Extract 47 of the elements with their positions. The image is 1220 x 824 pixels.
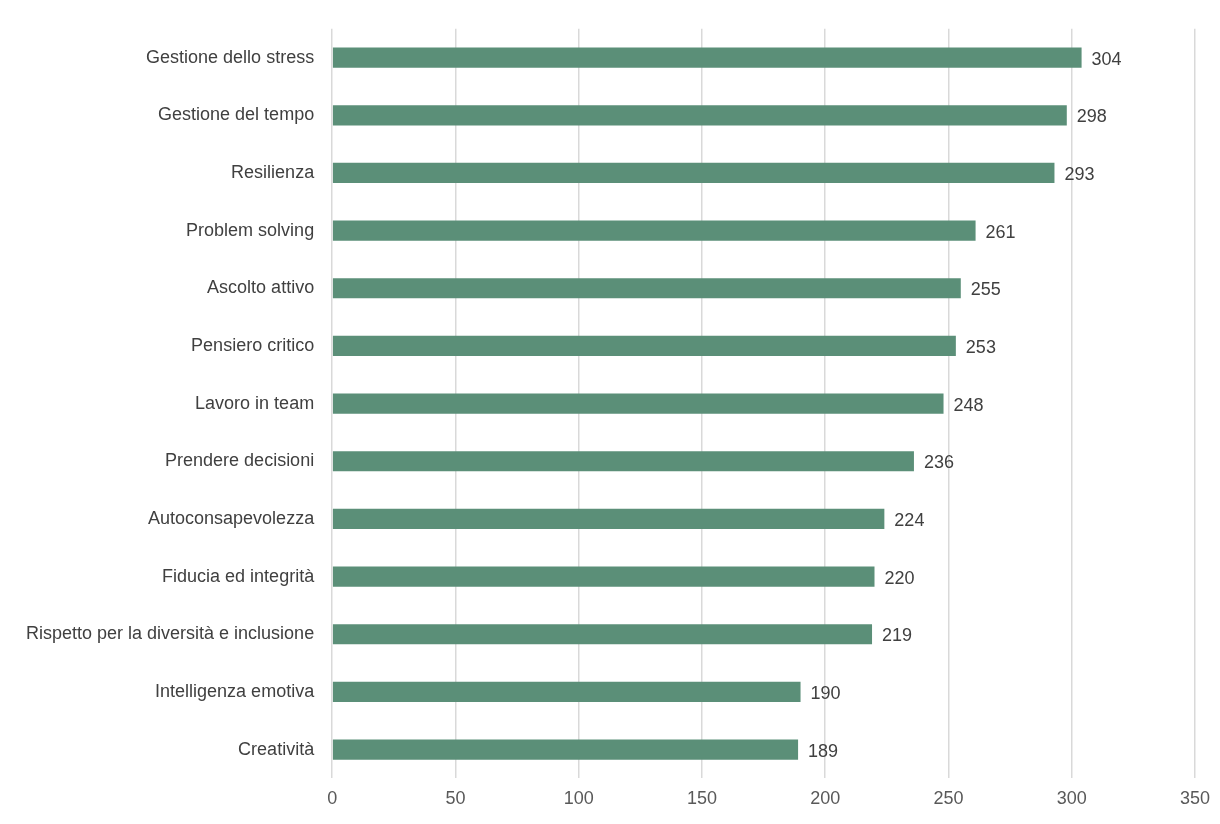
- bar: [332, 162, 1055, 184]
- bar: [332, 681, 801, 702]
- data-label: 220: [884, 567, 915, 588]
- data-label: 255: [970, 279, 1001, 300]
- bar: [332, 566, 875, 587]
- data-label: 261: [985, 221, 1016, 242]
- y-tick-label: Prendere decisioni: [165, 450, 315, 471]
- y-tick-label: Intelligenza emotiva: [155, 680, 316, 701]
- bar: [332, 739, 799, 760]
- bar: [332, 278, 961, 299]
- y-tick-label: Resilienza: [231, 161, 316, 182]
- y-tick-label: Problem solving: [186, 219, 315, 240]
- bar: [332, 220, 976, 241]
- data-label: 224: [894, 509, 925, 530]
- y-tick-label: Creatività: [238, 738, 316, 759]
- bar: [332, 393, 944, 414]
- x-tick-label: 50: [445, 788, 466, 809]
- x-tick-label: 150: [686, 788, 717, 809]
- x-tick-label: 200: [810, 788, 841, 809]
- data-label: 189: [808, 740, 839, 761]
- y-tick-label: Rispetto per la diversità e inclusione: [25, 623, 315, 644]
- y-tick-label: Lavoro in team: [195, 392, 315, 413]
- bar: [332, 335, 956, 357]
- y-tick-label: Gestione dello stress: [146, 46, 315, 67]
- y-tick-label: Fiducia ed integrità: [162, 565, 316, 586]
- data-label: 253: [965, 336, 996, 357]
- x-tick-label: 350: [1179, 788, 1211, 809]
- y-tick-label: Gestione del tempo: [158, 104, 315, 125]
- x-tick-label: 100: [563, 788, 594, 809]
- data-label: 190: [810, 682, 841, 703]
- x-tick-label: 0: [327, 788, 338, 809]
- x-tick-label: 300: [1056, 788, 1087, 809]
- data-label: 293: [1064, 163, 1095, 184]
- data-label: 219: [882, 625, 913, 646]
- bar: [332, 624, 873, 645]
- y-tick-label: Ascolto attivo: [207, 277, 315, 298]
- y-tick-label: Autoconsapevolezza: [148, 507, 316, 528]
- x-tick-label: 250: [933, 788, 964, 809]
- data-label: 304: [1091, 48, 1122, 69]
- bar: [332, 508, 885, 530]
- data-label: 248: [953, 394, 984, 415]
- bar: [332, 105, 1067, 126]
- data-label: 236: [923, 452, 954, 473]
- y-tick-label: Pensiero critico: [191, 334, 315, 355]
- bar: [332, 47, 1082, 68]
- data-label: 298: [1076, 106, 1107, 127]
- bar: [332, 451, 914, 472]
